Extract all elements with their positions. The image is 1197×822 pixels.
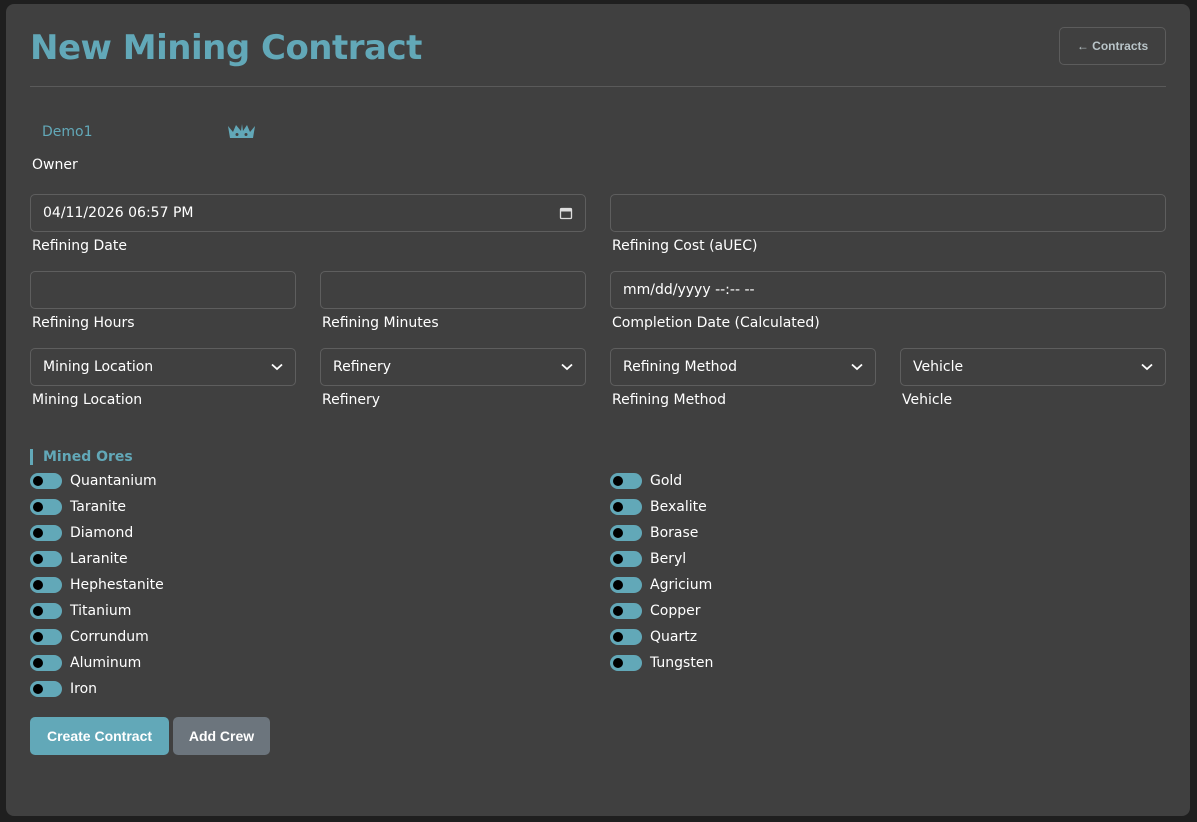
ore-toggle-item[interactable]: Laranite [30, 546, 164, 572]
ores-list-right: Gold Bexalite Borase Beryl Agricium Copper Qua… [610, 468, 713, 676]
toggle-switch[interactable] [610, 551, 642, 567]
calendar-icon[interactable] [559, 206, 573, 220]
refining-minutes-label: Refining Minutes [322, 315, 439, 331]
refining-date-value: 04/11/2026 06:57 PM [43, 205, 194, 221]
ore-label: Agricium [650, 577, 713, 593]
ore-label: Quartz [650, 629, 698, 645]
ore-label: Quantanium [70, 473, 157, 489]
vehicle-label: Vehicle [902, 392, 953, 408]
ore-label: Borase [650, 525, 699, 541]
ore-toggle-item[interactable]: Diamond [30, 520, 164, 546]
ore-label: Tungsten [650, 655, 714, 671]
ore-label: Copper [650, 603, 701, 619]
ore-toggle-item[interactable]: Copper [610, 598, 713, 624]
ore-toggle-item[interactable]: Aluminum [30, 650, 164, 676]
refining-cost-input[interactable] [610, 194, 1166, 232]
ore-toggle-item[interactable]: Titanium [30, 598, 164, 624]
ore-label: Iron [70, 681, 98, 697]
toggle-switch[interactable] [30, 551, 62, 567]
chevron-down-icon [851, 363, 863, 371]
toggle-switch[interactable] [610, 525, 642, 541]
toggle-switch[interactable] [30, 525, 62, 541]
ore-toggle-item[interactable]: Taranite [30, 494, 164, 520]
ore-toggle-item[interactable]: Tungsten [610, 650, 713, 676]
toggle-switch[interactable] [610, 603, 642, 619]
toggle-switch[interactable] [30, 499, 62, 515]
ore-toggle-item[interactable]: Beryl [610, 546, 713, 572]
toggle-switch[interactable] [30, 473, 62, 489]
refining-date-label: Refining Date [32, 238, 127, 254]
ore-label: Diamond [70, 525, 134, 541]
owner-label: Owner [32, 157, 78, 173]
toggle-switch[interactable] [610, 499, 642, 515]
ore-toggle-item[interactable]: Iron [30, 676, 164, 702]
completion-date-label: Completion Date (Calculated) [612, 315, 820, 331]
create-contract-button[interactable]: Create Contract [30, 717, 169, 755]
refining-minutes-input[interactable] [320, 271, 586, 309]
ore-toggle-item[interactable]: Agricium [610, 572, 713, 598]
ore-label: Bexalite [650, 499, 707, 515]
ore-toggle-item[interactable]: Bexalite [610, 494, 713, 520]
ore-label: Hephestanite [70, 577, 164, 593]
ore-label: Taranite [70, 499, 127, 515]
ore-toggle-item[interactable]: Hephestanite [30, 572, 164, 598]
ore-label: Laranite [70, 551, 128, 567]
ores-list-left: Quantanium Taranite Diamond Laranite Hephest… [30, 468, 164, 702]
crown-icon [228, 124, 255, 138]
refining-hours-input[interactable] [30, 271, 296, 309]
completion-date-value: mm/dd/yyyy --:-- -- [623, 282, 755, 298]
vehicle-value: Vehicle [913, 359, 964, 375]
ore-label: Beryl [650, 551, 687, 567]
mining-location-label: Mining Location [32, 392, 143, 408]
mining-location-select[interactable]: Mining Location [30, 348, 296, 386]
toggle-switch[interactable] [30, 603, 62, 619]
page-title: New Mining Contract [30, 28, 422, 68]
ore-toggle-item[interactable]: Borase [610, 520, 713, 546]
toggle-switch[interactable] [610, 577, 642, 593]
ore-label: Aluminum [70, 655, 142, 671]
divider [30, 86, 1166, 87]
refining-method-value: Refining Method [623, 359, 738, 375]
toggle-switch[interactable] [30, 681, 62, 697]
toggle-switch[interactable] [30, 577, 62, 593]
form-panel [6, 4, 1190, 816]
refining-hours-label: Refining Hours [32, 315, 135, 331]
chevron-down-icon [1141, 363, 1153, 371]
toggle-switch[interactable] [610, 629, 642, 645]
refining-method-select[interactable]: Refining Method [610, 348, 876, 386]
ore-label: Gold [650, 473, 683, 489]
refinery-select[interactable]: Refinery [320, 348, 586, 386]
refining-cost-label: Refining Cost (aUEC) [612, 238, 758, 254]
refinery-label: Refinery [322, 392, 381, 408]
refinery-value: Refinery [333, 359, 392, 375]
chevron-down-icon [561, 363, 573, 371]
add-crew-button[interactable]: Add Crew [173, 717, 270, 755]
refining-date-input[interactable]: 04/11/2026 06:57 PM [30, 194, 586, 232]
ore-label: Titanium [70, 603, 132, 619]
ore-toggle-item[interactable]: Gold [610, 468, 713, 494]
toggle-switch[interactable] [30, 629, 62, 645]
ore-toggle-item[interactable]: Corrundum [30, 624, 164, 650]
mining-location-value: Mining Location [43, 359, 154, 375]
ore-toggle-item[interactable]: Quantanium [30, 468, 164, 494]
vehicle-select[interactable]: Vehicle [900, 348, 1166, 386]
owner-name[interactable]: Demo1 [42, 124, 93, 140]
toggle-switch[interactable] [30, 655, 62, 671]
toggle-switch[interactable] [610, 473, 642, 489]
mined-ores-heading: Mined Ores [30, 449, 133, 465]
chevron-down-icon [271, 363, 283, 371]
refining-method-label: Refining Method [612, 392, 727, 408]
completion-date-input[interactable]: mm/dd/yyyy --:-- -- [610, 271, 1166, 309]
ore-toggle-item[interactable]: Quartz [610, 624, 713, 650]
toggle-switch[interactable] [610, 655, 642, 671]
back-to-contracts-button[interactable]: ← Contracts [1059, 27, 1166, 65]
ore-label: Corrundum [70, 629, 149, 645]
